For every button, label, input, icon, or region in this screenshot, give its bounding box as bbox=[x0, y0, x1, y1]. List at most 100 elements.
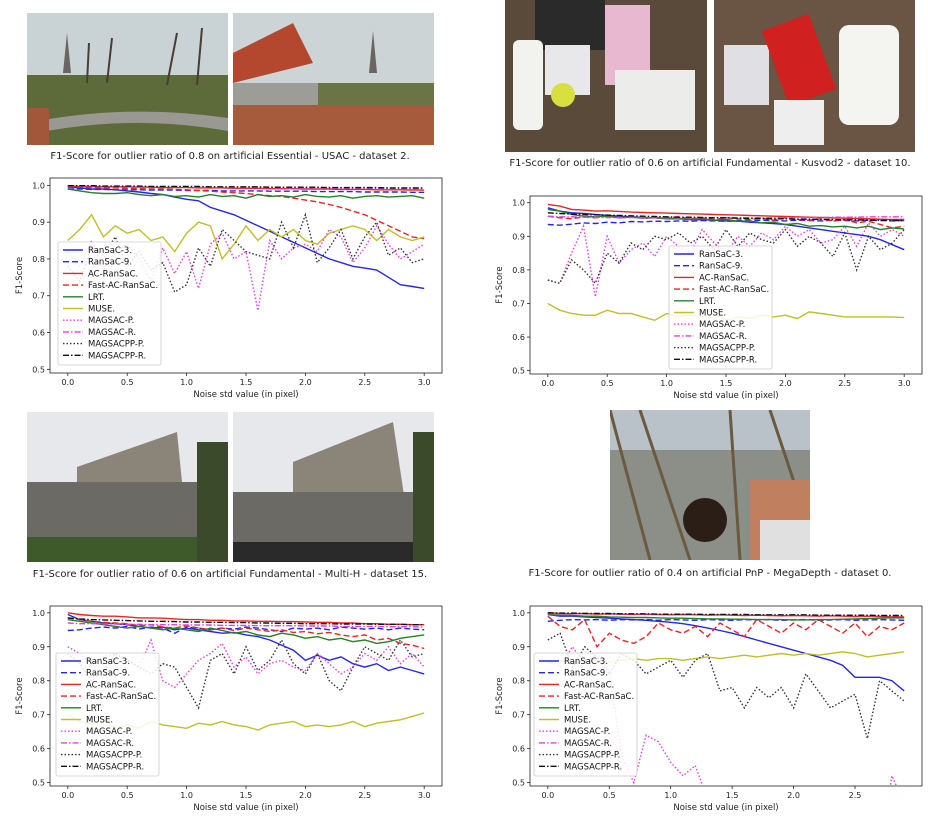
series-line-lrt bbox=[547, 208, 905, 231]
legend-label: MAGSAC-P. bbox=[564, 727, 610, 737]
y-tick-label: 0.7 bbox=[32, 292, 45, 301]
x-tick-label: 1.5 bbox=[240, 378, 253, 387]
series-line-magsac-p bbox=[547, 221, 905, 297]
x-axis-label: Noise std value (in pixel) bbox=[193, 803, 298, 813]
series-line-magsacpp-p bbox=[547, 228, 905, 285]
y-axis-label: F1-Score bbox=[15, 677, 25, 714]
x-tick-label: 2.5 bbox=[849, 791, 862, 800]
legend-label: RanSaC-9. bbox=[699, 262, 743, 272]
legend-label: LRT. bbox=[86, 704, 103, 714]
y-tick-label: 0.5 bbox=[32, 779, 45, 788]
series-line-magsac-r bbox=[67, 185, 425, 190]
x-tick-label: 0.0 bbox=[61, 791, 74, 800]
legend-label: LRT. bbox=[564, 704, 581, 714]
y-tick-label: 0.5 bbox=[32, 365, 45, 374]
series-line-ac-ransac bbox=[67, 612, 425, 626]
photo-fundamental-multih-left bbox=[27, 412, 228, 562]
x-tick-label: 0.0 bbox=[541, 379, 554, 388]
legend-label: MAGSAC-R. bbox=[88, 328, 136, 338]
series-line-lrt bbox=[67, 618, 425, 645]
y-tick-label: 0.6 bbox=[32, 329, 45, 338]
x-tick-label: 2.0 bbox=[299, 378, 312, 387]
series-line-magsac-p bbox=[67, 224, 425, 311]
legend-label: MUSE. bbox=[699, 309, 726, 319]
series-line-ransac-3 bbox=[547, 613, 905, 692]
legend-label: MUSE. bbox=[564, 716, 591, 726]
photo-essential-usac-right bbox=[233, 13, 434, 145]
legend-label: MAGSAC-R. bbox=[564, 739, 612, 749]
x-tick-label: 1.5 bbox=[726, 791, 739, 800]
y-axis-label: F1-Score bbox=[15, 257, 25, 294]
legend-label: MAGSACPP-R. bbox=[86, 762, 144, 772]
series-line-magsacpp-p bbox=[547, 632, 905, 739]
photo-essential-usac-left bbox=[27, 13, 228, 145]
x-tick-label: 0.5 bbox=[601, 379, 614, 388]
y-tick-label: 0.6 bbox=[512, 745, 525, 754]
series-line-ac-ransac bbox=[547, 203, 905, 221]
legend-box bbox=[668, 245, 773, 370]
legend-label: LRT. bbox=[88, 293, 105, 303]
series-line-magsacpp-p bbox=[67, 638, 425, 710]
legend-label: RanSaC-3. bbox=[564, 657, 608, 667]
photo-fundamental-kusvod2-left bbox=[505, 0, 707, 152]
legend-label: MAGSACPP-P. bbox=[88, 340, 144, 350]
legend-label: Fast-AC-RanSaC. bbox=[88, 281, 158, 291]
series-line-magsacpp-r bbox=[67, 617, 425, 626]
x-tick-label: 2.0 bbox=[299, 791, 312, 800]
x-tick-label: 1.5 bbox=[720, 379, 733, 388]
y-tick-label: 0.5 bbox=[512, 367, 525, 376]
series-line-muse bbox=[67, 213, 425, 261]
legend-label: AC-RanSaC. bbox=[564, 680, 614, 690]
legend-label: Fast-AC-RanSaC. bbox=[86, 692, 156, 702]
series-line-ransac-9 bbox=[67, 625, 425, 634]
y-tick-label: 0.6 bbox=[512, 333, 525, 342]
photo-pnp-megadepth bbox=[610, 410, 810, 560]
legend-label: Fast-AC-RanSaC. bbox=[699, 285, 769, 295]
y-tick-label: 0.7 bbox=[512, 299, 525, 308]
legend-label: MUSE. bbox=[88, 305, 115, 315]
photo-fundamental-kusvod2-right bbox=[714, 0, 915, 152]
x-tick-label: 1.0 bbox=[180, 378, 193, 387]
x-tick-label: 3.0 bbox=[418, 791, 431, 800]
x-tick-label: 1.0 bbox=[180, 791, 193, 800]
legend-label: MAGSAC-R. bbox=[699, 332, 747, 342]
y-tick-label: 0.8 bbox=[512, 266, 525, 275]
legend-label: RanSaC-3. bbox=[699, 250, 743, 260]
x-tick-label: 2.5 bbox=[838, 379, 851, 388]
legend-label: AC-RanSaC. bbox=[86, 680, 136, 690]
legend-label: MAGSACPP-P. bbox=[564, 751, 620, 761]
y-axis-label: F1-Score bbox=[495, 266, 505, 303]
x-tick-label: 1.5 bbox=[240, 791, 253, 800]
x-tick-label: 0.5 bbox=[603, 791, 616, 800]
x-axis-label: Noise std value (in pixel) bbox=[673, 391, 778, 401]
chart-pnp-megadepth: 0.0 0.5 1.0 1.5 2.0 2.5 0.5 0.6 0.7 0.8 0.9 1.0 Nois… bbox=[495, 605, 923, 813]
chart-essential-usac: 0.0 0.5 1.0 1.5 2.0 2.5 3.00.50.60.70.80.91.0N… bbox=[15, 177, 443, 400]
x-tick-label: 3.0 bbox=[898, 379, 911, 388]
legend-box bbox=[533, 652, 638, 777]
legend-label: MAGSACPP-P. bbox=[699, 344, 755, 354]
y-tick-label: 0.7 bbox=[512, 711, 525, 720]
x-tick-label: 2.5 bbox=[358, 791, 371, 800]
x-axis-label: Noise std value (in pixel) bbox=[193, 390, 298, 400]
series-line-ransac-9 bbox=[67, 188, 425, 193]
y-tick-label: 0.9 bbox=[32, 643, 45, 652]
legend-label: RanSaC-3. bbox=[86, 657, 130, 667]
y-tick-label: 0.9 bbox=[32, 218, 45, 227]
y-tick-label: 1.0 bbox=[32, 609, 45, 618]
y-axis-label: F1-Score bbox=[495, 677, 505, 714]
legend-label: MAGSAC-P. bbox=[88, 316, 134, 326]
series-line-magsac-r bbox=[67, 622, 425, 628]
plot-frame bbox=[529, 605, 923, 787]
legend-label: AC-RanSaC. bbox=[699, 273, 749, 283]
legend-box bbox=[55, 652, 160, 777]
y-tick-label: 1.0 bbox=[512, 199, 525, 208]
caption-fundamental-kusvod2: F1-Score for outlier ratio of 0.6 on art… bbox=[509, 158, 911, 169]
x-tick-label: 3.0 bbox=[418, 378, 431, 387]
x-tick-label: 0.5 bbox=[121, 378, 134, 387]
legend-label: Fast-AC-RanSaC. bbox=[564, 692, 634, 702]
caption-fundamental-multih: F1-Score for outlier ratio of 0.6 on art… bbox=[32, 569, 428, 580]
y-tick-label: 0.9 bbox=[512, 232, 525, 241]
series-line-fast-ac-ransac bbox=[67, 186, 425, 240]
legend-label: MAGSAC-P. bbox=[699, 320, 745, 330]
legend-label: MAGSACPP-R. bbox=[88, 351, 146, 361]
